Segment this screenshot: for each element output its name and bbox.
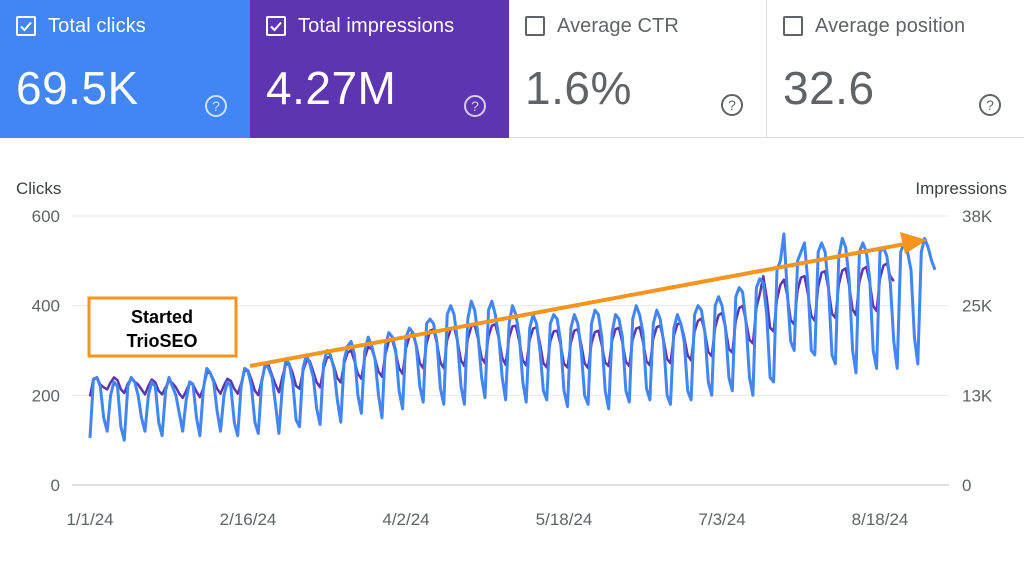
y-left-tick-label: 0 xyxy=(51,476,60,495)
metric-label: Average position xyxy=(815,14,966,37)
x-tick-label: 8/18/24 xyxy=(852,510,909,529)
y-right-tick-label: 0 xyxy=(962,476,971,495)
checkbox-checked-icon[interactable] xyxy=(16,16,36,36)
checkbox-unchecked-icon[interactable] xyxy=(783,16,803,36)
x-tick-label: 4/2/24 xyxy=(382,510,429,529)
help-icon[interactable]: ? xyxy=(720,93,744,117)
series-line-impressions xyxy=(88,262,895,400)
x-tick-label: 2/16/24 xyxy=(220,510,277,529)
y-left-tick-label: 600 xyxy=(32,207,60,226)
y-left-tick-label: 400 xyxy=(32,297,60,316)
checkbox-checked-icon[interactable] xyxy=(266,16,286,36)
trend-arrow xyxy=(249,242,906,368)
annotation-line1: Started xyxy=(131,307,193,327)
metric-label: Total clicks xyxy=(48,14,146,37)
checkbox-unchecked-icon[interactable] xyxy=(525,16,545,36)
y-left-tick-label: 200 xyxy=(32,386,60,405)
svg-text:?: ? xyxy=(212,98,220,114)
performance-chart-svg: Clicks Impressions 0 200 400 600 0 13K 25K 38K… xyxy=(16,179,1007,529)
help-icon[interactable]: ? xyxy=(978,93,1002,117)
metric-label: Total impressions xyxy=(298,14,455,37)
y-left-axis: 0 200 400 600 xyxy=(32,207,60,495)
metric-card-total-clicks[interactable]: Total clicks 69.5K ? xyxy=(0,0,250,138)
metric-value: 32.6 xyxy=(783,62,875,114)
metric-value: 4.27M xyxy=(266,62,397,114)
svg-text:?: ? xyxy=(728,97,736,113)
metric-card-average-position[interactable]: Average position 32.6 ? xyxy=(767,0,1024,138)
trend-arrow-head-icon xyxy=(900,232,927,254)
metric-cards: Total clicks 69.5K ? Total impressions 4… xyxy=(0,0,1024,138)
x-axis: 1/1/24 2/16/24 4/2/24 5/18/24 7/3/24 8/18/24 xyxy=(66,510,908,529)
x-tick-label: 7/3/24 xyxy=(698,510,745,529)
metric-value: 69.5K xyxy=(16,62,139,114)
performance-chart: Clicks Impressions 0 200 400 600 0 13K 25K 38K… xyxy=(0,138,1024,565)
trend-annotation: Started TrioSEO xyxy=(87,232,927,368)
series-lines xyxy=(88,232,937,442)
metric-value: 1.6% xyxy=(525,62,632,114)
y-left-axis-title: Clicks xyxy=(16,179,61,198)
y-right-tick-label: 38K xyxy=(962,207,993,226)
y-right-axis-title: Impressions xyxy=(915,179,1007,198)
svg-text:?: ? xyxy=(471,98,479,114)
help-icon[interactable]: ? xyxy=(463,94,487,118)
y-right-tick-label: 25K xyxy=(962,297,993,316)
metric-card-total-impressions[interactable]: Total impressions 4.27M ? xyxy=(250,0,509,138)
series-line-clicks xyxy=(88,232,937,442)
x-tick-label: 1/1/24 xyxy=(66,510,113,529)
help-icon[interactable]: ? xyxy=(204,94,228,118)
x-tick-label: 5/18/24 xyxy=(536,510,593,529)
annotation-line2: TrioSEO xyxy=(126,331,197,351)
annotation-box xyxy=(87,296,238,358)
metric-label: Average CTR xyxy=(557,14,679,37)
y-right-axis: 0 13K 25K 38K xyxy=(962,207,993,495)
y-right-tick-label: 13K xyxy=(962,386,993,405)
svg-text:?: ? xyxy=(986,97,994,113)
metric-card-average-ctr[interactable]: Average CTR 1.6% ? xyxy=(509,0,767,138)
